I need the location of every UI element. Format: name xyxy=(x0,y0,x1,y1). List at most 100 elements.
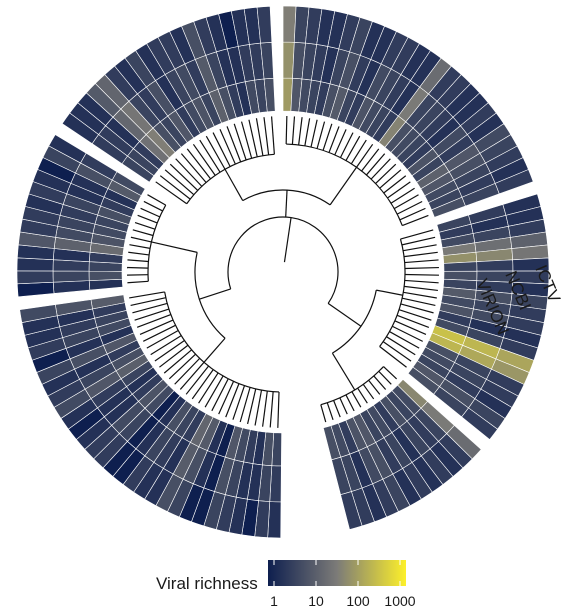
tree-tip-branch-62 xyxy=(291,116,296,145)
tree-tip-branch-76 xyxy=(370,158,391,180)
tree-tip-branch-29 xyxy=(127,280,149,284)
heatmap-cell-virion-29 xyxy=(88,278,124,291)
tree-tip-branch-26 xyxy=(132,302,168,314)
tree-clade-stem-3 xyxy=(329,166,358,206)
tree-tip-branch-94 xyxy=(404,285,438,292)
tree-clade-stem-4 xyxy=(376,289,403,296)
tree-tip-branch-27 xyxy=(130,297,166,306)
tree-tip-branch-103 xyxy=(386,336,416,356)
tree-tip-branch-25 xyxy=(134,308,170,321)
phylogenetic-tree xyxy=(127,116,439,428)
tree-clade-stem-5 xyxy=(331,352,356,391)
tree-tip-branch-115 xyxy=(333,400,341,418)
tree-tip-branch-3 xyxy=(254,389,263,426)
tree-tip-branch-68 xyxy=(328,126,340,153)
heatmap-cell-ictv-117 xyxy=(340,491,363,530)
tree-clade-stem-1 xyxy=(151,241,198,253)
tree-tip-branch-44 xyxy=(164,169,195,196)
heatmap-cell-ictv-30 xyxy=(16,270,54,285)
tree-tip-branch-110 xyxy=(362,383,375,400)
tree-tip-branch-2 xyxy=(262,390,268,427)
tree-tip-branch-6 xyxy=(232,385,246,420)
tree-tip-branch-35 xyxy=(130,236,152,243)
tree-tip-branch-95 xyxy=(403,291,437,299)
legend-tick-label-3: 1000 xyxy=(384,593,415,609)
tree-clade-arc-2 xyxy=(186,153,275,205)
tree-tip-branch-64 xyxy=(304,118,311,146)
legend-ticks: 1 10 100 1000 xyxy=(270,560,416,609)
tree-tip-branch-114 xyxy=(339,397,348,415)
tree-tip-branch-98 xyxy=(398,309,432,321)
legend-tick-label-0: 1 xyxy=(270,593,278,609)
tree-tip-branch-52 xyxy=(212,132,231,167)
heatmap-cell-ncbi-91 xyxy=(476,259,514,272)
tree-tip-branch-41 xyxy=(147,194,167,206)
color-legend: Viral richness 1 10 100 1000 xyxy=(156,560,416,609)
tree-root-arc xyxy=(227,216,339,304)
tree-tip-branch-117 xyxy=(320,404,327,423)
tree-tip-branch-84 xyxy=(399,207,426,221)
legend-tick-label-2: 100 xyxy=(346,593,370,609)
tree-tip-branch-51 xyxy=(205,135,226,170)
tree-tip-branch-10 xyxy=(204,375,224,408)
tree-tip-branch-67 xyxy=(322,123,333,151)
tree-tip-branch-46 xyxy=(175,158,203,187)
tree-tip-branch-104 xyxy=(382,341,412,362)
tree-tip-branch-34 xyxy=(129,244,151,249)
heatmap-cell-ictv-29 xyxy=(16,281,55,298)
tree-tip-branch-20 xyxy=(150,335,182,356)
tree-tip-branch-97 xyxy=(400,303,434,314)
tree-tip-branch-77 xyxy=(375,163,397,184)
tree-tip-branch-107 xyxy=(378,370,392,385)
tree-tip-branch-88 xyxy=(403,244,437,252)
tree-tip-branch-36 xyxy=(132,229,154,237)
heatmap-cell-virion-30 xyxy=(88,270,123,281)
tree-tip-branch-23 xyxy=(139,319,174,335)
tree-tip-branch-73 xyxy=(356,143,374,168)
tree-tip-branch-93 xyxy=(404,279,439,284)
tree-tip-branch-70 xyxy=(339,132,354,158)
heatmap-cell-ictv-105 xyxy=(461,407,498,440)
heatmap-cell-ictv-61 xyxy=(282,5,297,43)
tree-tip-branch-4 xyxy=(246,388,257,425)
heatmap-cell-virion-91 xyxy=(443,261,478,272)
tree-tip-branch-57 xyxy=(248,119,258,157)
tree-tip-branch-24 xyxy=(136,314,172,328)
tree-tip-branch-90 xyxy=(404,259,439,264)
tree-tip-branch-91 xyxy=(404,266,439,270)
tree-tip-branch-71 xyxy=(345,135,361,161)
tree-tip-branch-105 xyxy=(379,346,407,368)
tree-tip-branch-39 xyxy=(140,207,161,218)
tree-tip-branch-42 xyxy=(155,181,188,205)
tree-tip-branch-106 xyxy=(383,366,398,380)
tree-tip-branch-80 xyxy=(387,181,411,199)
tree-group-stem-2 xyxy=(327,302,362,327)
tree-tip-branch-9 xyxy=(211,378,229,412)
tree-tip-branch-0 xyxy=(277,391,280,428)
tree-tip-branch-87 xyxy=(401,236,436,246)
tree-tip-branch-72 xyxy=(350,139,367,165)
heatmap-cell-ncbi-30 xyxy=(52,270,90,283)
tree-tip-branch-116 xyxy=(326,402,334,420)
heatmap-rings xyxy=(16,5,550,539)
heatmap-cell-ictv-85 xyxy=(494,169,534,195)
tree-tip-branch-79 xyxy=(383,175,407,194)
tree-tip-branch-49 xyxy=(192,143,216,176)
tree-tip-branch-1 xyxy=(269,391,274,428)
tree-tip-branch-11 xyxy=(198,372,219,404)
tree-tip-branch-31 xyxy=(127,266,149,269)
tree-tip-branch-61 xyxy=(285,116,288,145)
tree-root-stem xyxy=(283,217,292,263)
heatmap-cell-ictv-60 xyxy=(256,6,273,44)
tree-group-stem-0 xyxy=(199,288,231,300)
tree-tip-branch-16 xyxy=(168,353,196,380)
tree-tip-branch-89 xyxy=(403,251,438,258)
tree-clade-arc-5 xyxy=(320,366,384,406)
tree-tip-branch-17 xyxy=(163,349,193,374)
tree-tip-branch-83 xyxy=(396,200,423,215)
tree-tip-branch-81 xyxy=(390,187,415,204)
tree-tip-branch-33 xyxy=(128,251,150,256)
tree-tip-branch-37 xyxy=(134,221,156,230)
tree-tip-branch-58 xyxy=(255,118,264,156)
